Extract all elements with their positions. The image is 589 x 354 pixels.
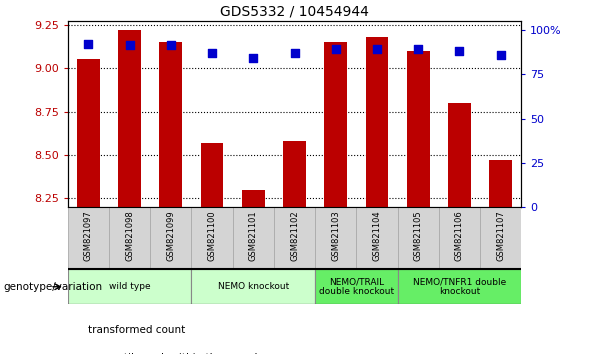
Text: GSM821101: GSM821101 (249, 210, 258, 261)
Text: wild type: wild type (109, 282, 150, 291)
Bar (448, 103, 471, 207)
Bar (356, 207, 398, 269)
Bar (283, 141, 306, 207)
Point (455, 48, 464, 54)
Point (249, 56, 258, 61)
Text: transformed count: transformed count (88, 325, 186, 335)
Bar (325, 42, 347, 207)
Bar (118, 30, 141, 207)
Text: percentile rank within the sample: percentile rank within the sample (88, 353, 264, 354)
Bar (398, 269, 521, 304)
Bar (150, 207, 191, 269)
Text: GSM821106: GSM821106 (455, 210, 464, 261)
Text: GSM821102: GSM821102 (290, 210, 299, 261)
Bar (160, 42, 182, 207)
Text: GSM821097: GSM821097 (84, 210, 93, 261)
Bar (315, 207, 356, 269)
Point (166, 42, 176, 48)
Bar (233, 207, 274, 269)
Text: NEMO/TRAIL
double knockout: NEMO/TRAIL double knockout (319, 277, 394, 296)
Point (331, 46, 340, 52)
Text: GSM821100: GSM821100 (207, 210, 217, 261)
Point (413, 46, 423, 52)
Title: GDS5332 / 10454944: GDS5332 / 10454944 (220, 5, 369, 19)
Point (496, 52, 505, 57)
Point (372, 46, 382, 52)
Bar (480, 207, 521, 269)
Bar (398, 207, 439, 269)
Bar (191, 269, 315, 304)
Bar (191, 207, 233, 269)
Bar (77, 59, 100, 207)
Point (207, 50, 217, 56)
Point (290, 50, 299, 56)
Text: NEMO knockout: NEMO knockout (218, 282, 289, 291)
Bar (489, 160, 512, 207)
Text: genotype/variation: genotype/variation (3, 282, 102, 292)
Point (84, 41, 93, 46)
Bar (366, 37, 388, 207)
Text: NEMO/TNFR1 double
knockout: NEMO/TNFR1 double knockout (413, 277, 506, 296)
Bar (201, 143, 223, 207)
Bar (407, 51, 429, 207)
Text: GSM821107: GSM821107 (496, 210, 505, 261)
Text: GSM821105: GSM821105 (413, 210, 423, 261)
Text: GSM821098: GSM821098 (125, 210, 134, 261)
Point (125, 42, 134, 48)
Bar (439, 207, 480, 269)
Bar (109, 207, 150, 269)
Bar (68, 269, 191, 304)
Bar (68, 207, 109, 269)
Text: GSM821104: GSM821104 (372, 210, 382, 261)
Text: GSM821099: GSM821099 (166, 210, 176, 261)
Bar (315, 269, 398, 304)
Bar (242, 190, 264, 207)
Text: GSM821103: GSM821103 (331, 210, 340, 261)
Bar (274, 207, 315, 269)
